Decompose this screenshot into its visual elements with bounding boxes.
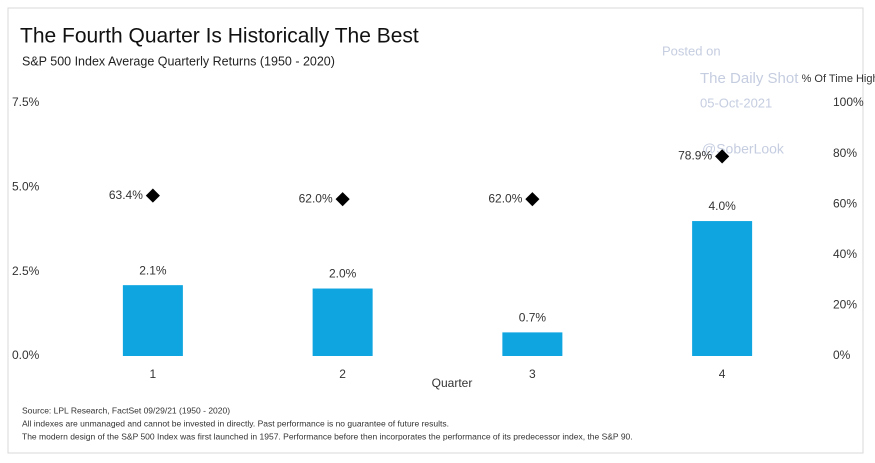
watermark: The Daily Shot — [700, 70, 799, 87]
y2-tick-label: 40% — [833, 247, 857, 261]
footnote: All indexes are unmanaged and cannot be … — [22, 418, 449, 428]
watermark: @SoberLook — [702, 141, 785, 157]
y2-tick-label: 100% — [833, 95, 864, 109]
watermark: Posted on — [662, 43, 721, 58]
bar — [692, 221, 753, 356]
watermark: 05-Oct-2021 — [700, 95, 772, 110]
data-label: 62.0% — [488, 191, 522, 205]
y2-tick-label: 60% — [833, 196, 857, 210]
data-label: 2.1% — [139, 263, 167, 277]
x-tick-label: 2 — [339, 367, 346, 381]
bar — [312, 288, 373, 356]
y-tick-label: 2.5% — [12, 264, 40, 278]
data-label: 62.0% — [299, 191, 333, 205]
y-tick-label: 5.0% — [12, 180, 40, 194]
y2-tick-label: 20% — [833, 298, 857, 312]
chart-title: The Fourth Quarter Is Historically The B… — [20, 25, 419, 48]
dot — [715, 149, 730, 164]
bar — [502, 332, 563, 356]
footnote: The modern design of the S&P 500 Index w… — [22, 431, 633, 441]
y2-tick-label: 0% — [833, 348, 851, 362]
data-label: 78.9% — [678, 149, 712, 163]
dot — [145, 188, 160, 203]
y2-axis-label: % Of Time Higher — [802, 73, 875, 85]
dot — [525, 192, 540, 207]
data-label: 4.0% — [708, 199, 736, 213]
x-tick-label: 1 — [150, 367, 157, 381]
y-tick-label: 7.5% — [12, 95, 40, 109]
data-label: 0.7% — [519, 311, 547, 325]
y2-tick-label: 80% — [833, 146, 857, 160]
x-axis-label: Quarter — [432, 376, 473, 390]
bar — [122, 285, 183, 356]
data-label: 63.4% — [109, 188, 143, 202]
y-tick-label: 0.0% — [12, 348, 40, 362]
footnote: Source: LPL Research, FactSet 09/29/21 (… — [22, 405, 230, 415]
x-tick-label: 3 — [529, 367, 536, 381]
dot — [335, 192, 350, 207]
x-tick-label: 4 — [719, 367, 726, 381]
chart-subtitle: S&P 500 Index Average Quarterly Returns … — [22, 54, 335, 68]
data-label: 2.0% — [329, 267, 357, 281]
